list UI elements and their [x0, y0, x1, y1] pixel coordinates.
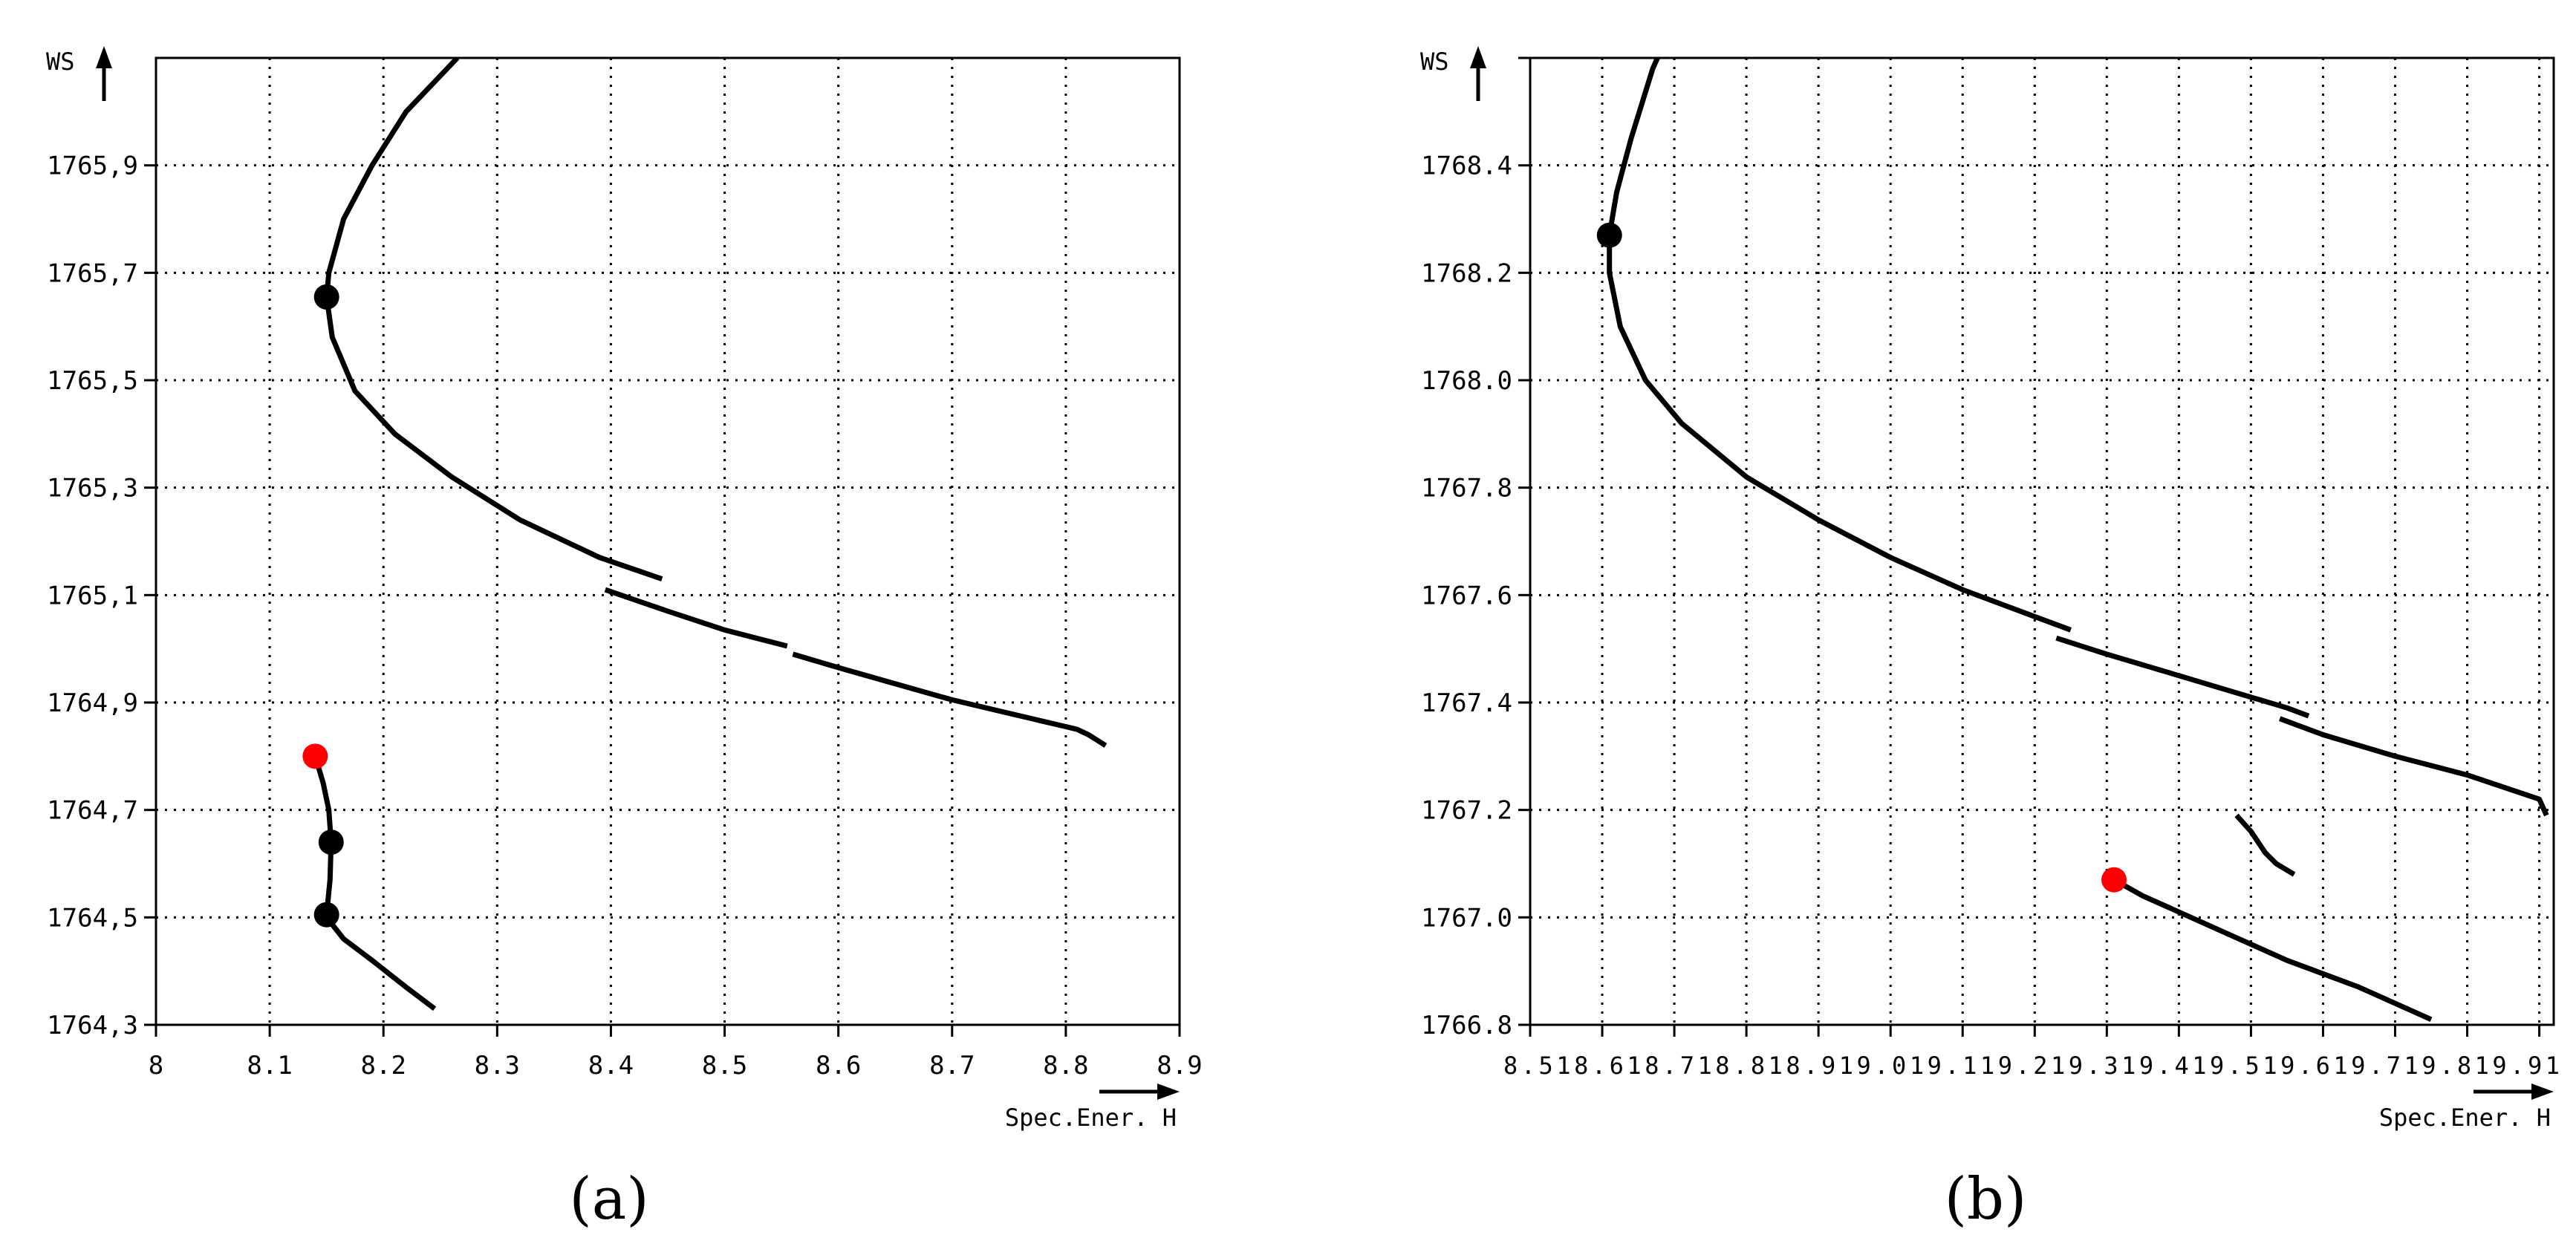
y-tick-label: 1768.0 [1421, 366, 1512, 396]
y-tick-label: 1764,7 [47, 796, 138, 826]
x-axis-arrow-head [2531, 1083, 2554, 1100]
y-tick-label: 1767.4 [1421, 688, 1512, 718]
series-line-1 [1607, 58, 2072, 633]
series-line-4 [2234, 813, 2296, 877]
x-tick-label: 8.2 [361, 1051, 406, 1081]
y-tick-label: 1768.4 [1421, 151, 1512, 181]
data-point-marker-red [2101, 867, 2127, 893]
x-tick-label: 8.9 [1157, 1051, 1202, 1081]
y-tick-label: 1767.8 [1421, 474, 1512, 503]
series-line-3 [2278, 716, 2549, 817]
data-point-marker-red [302, 743, 328, 769]
x-tick-label: 8.1 [247, 1051, 292, 1081]
series-line-3 [792, 651, 1108, 748]
x-tick-label: 8.6 [816, 1051, 861, 1081]
data-point-marker [313, 284, 339, 310]
axes-frame [1529, 56, 2555, 1026]
data-point-marker [313, 902, 339, 928]
y-tick-label: 1767.2 [1421, 796, 1512, 826]
x-tick-labels: 8.518.618.718.818.919.019.119.219.319.41… [1503, 1052, 2560, 1080]
x-tick-label: 8.8 [1043, 1051, 1088, 1081]
x-tick-label: 8 [149, 1051, 163, 1081]
x-tick-label: 8.5 [702, 1051, 747, 1081]
data-point-marker [318, 830, 344, 855]
x-axis-label: Spec.Ener. H [2379, 1104, 2551, 1132]
x-axis-arrow-head [1157, 1083, 1180, 1100]
plot-a: 8 8.1 8.2 8.3 8.4 8.5 8.6 8.7 8.8 8.9 1764,3 1764,5… [46, 46, 1203, 1132]
y-tick-label: 1764,9 [47, 688, 138, 718]
panel-caption-b: (b) [1944, 1166, 2027, 1233]
y-tick-label: 1767.0 [1421, 903, 1512, 933]
y-tick-label: 1765,7 [47, 258, 138, 288]
plot-b: 8.518.618.718.818.919.019.119.219.319.41… [1420, 46, 2560, 1132]
series-line-4 [313, 755, 334, 916]
x-tick-label: 8.7 [929, 1051, 975, 1081]
series-line-5 [2112, 877, 2433, 1022]
x-tick-label: 8.3 [475, 1051, 520, 1081]
series-line-2 [604, 587, 788, 649]
y-tick-label: 1765,9 [47, 151, 138, 181]
x-tick-label: 8.4 [588, 1051, 634, 1081]
y-tick-label: 1764,3 [47, 1011, 138, 1040]
y-tick-label: 1768.2 [1421, 258, 1512, 288]
data-area [313, 58, 1108, 1011]
y-tick-label: 1765,3 [47, 474, 138, 503]
series-line-1 [324, 58, 663, 581]
x-axis-label: Spec.Ener. H [1005, 1104, 1177, 1132]
y-axis-label: WS [46, 48, 75, 76]
data-area [1607, 58, 2549, 1022]
data-point-marker [1596, 222, 1622, 248]
y-tick-label: 1765,5 [47, 366, 138, 396]
series-line-5 [324, 916, 437, 1011]
y-axis-arrow-head [1470, 46, 1486, 68]
axes-frame [155, 56, 1181, 1026]
y-tick-label: 1766.8 [1421, 1011, 1512, 1040]
y-tick-label: 1765,1 [47, 581, 138, 610]
y-axis-arrow-head [96, 46, 112, 68]
y-axis-label: WS [1420, 48, 1449, 76]
y-tick-label: 1764,5 [47, 903, 138, 933]
series-line-2 [2055, 635, 2310, 719]
panel-caption-a: (a) [569, 1166, 649, 1233]
y-tick-label: 1767.6 [1421, 581, 1512, 610]
